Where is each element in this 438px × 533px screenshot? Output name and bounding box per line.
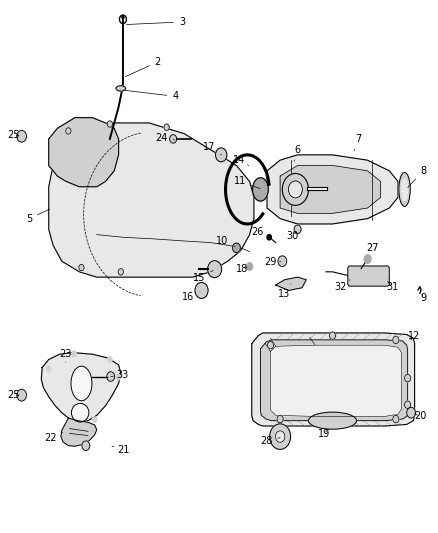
Circle shape	[107, 372, 115, 381]
Text: 9: 9	[420, 293, 427, 303]
Ellipse shape	[71, 403, 89, 422]
Circle shape	[283, 173, 308, 205]
Circle shape	[117, 374, 121, 379]
Text: 3: 3	[127, 17, 185, 27]
Circle shape	[329, 332, 336, 340]
Ellipse shape	[308, 412, 357, 429]
Circle shape	[233, 243, 240, 253]
Circle shape	[92, 417, 97, 422]
Circle shape	[208, 261, 222, 278]
Polygon shape	[267, 155, 398, 224]
Polygon shape	[280, 165, 381, 213]
Ellipse shape	[253, 177, 268, 201]
Text: 10: 10	[216, 236, 235, 247]
Circle shape	[288, 181, 302, 198]
Circle shape	[268, 342, 274, 349]
Text: 25: 25	[7, 390, 20, 400]
Polygon shape	[49, 118, 119, 187]
Circle shape	[107, 121, 113, 127]
Circle shape	[170, 135, 177, 143]
Text: 8: 8	[408, 166, 427, 188]
Circle shape	[405, 374, 411, 382]
Circle shape	[277, 415, 283, 423]
Polygon shape	[271, 345, 402, 416]
Polygon shape	[261, 340, 408, 421]
FancyBboxPatch shape	[348, 266, 389, 286]
Circle shape	[122, 16, 124, 19]
Circle shape	[393, 415, 399, 423]
Circle shape	[72, 351, 76, 357]
Circle shape	[195, 282, 208, 298]
Text: 19: 19	[318, 429, 330, 439]
Circle shape	[405, 401, 411, 408]
Polygon shape	[276, 277, 306, 290]
Text: 30: 30	[286, 231, 298, 241]
Circle shape	[276, 431, 285, 442]
Circle shape	[17, 131, 26, 142]
Polygon shape	[49, 123, 254, 277]
Circle shape	[407, 407, 416, 418]
Text: 27: 27	[367, 243, 379, 253]
Ellipse shape	[402, 179, 407, 200]
Text: 4: 4	[125, 90, 178, 101]
Polygon shape	[41, 353, 121, 422]
Circle shape	[215, 148, 227, 162]
Circle shape	[247, 263, 253, 270]
Text: 26: 26	[251, 227, 271, 237]
Text: 22: 22	[45, 432, 63, 443]
Text: 7: 7	[354, 134, 362, 151]
Circle shape	[294, 225, 301, 233]
Polygon shape	[252, 333, 415, 426]
Text: 32: 32	[334, 280, 350, 292]
Circle shape	[164, 124, 169, 131]
Circle shape	[108, 357, 112, 362]
Text: 31: 31	[387, 282, 399, 292]
Text: 29: 29	[264, 257, 281, 267]
Circle shape	[46, 366, 51, 371]
Circle shape	[79, 264, 84, 271]
Circle shape	[66, 128, 71, 134]
Text: 20: 20	[414, 411, 427, 422]
Text: 5: 5	[26, 209, 49, 224]
Polygon shape	[61, 418, 97, 446]
Circle shape	[393, 336, 399, 344]
Circle shape	[364, 255, 371, 263]
Ellipse shape	[399, 172, 410, 206]
Circle shape	[17, 389, 26, 401]
Circle shape	[270, 424, 290, 449]
Text: 12: 12	[408, 330, 421, 341]
Circle shape	[118, 269, 124, 275]
Text: 18: 18	[236, 264, 248, 273]
Ellipse shape	[116, 86, 126, 91]
Text: 6: 6	[294, 144, 300, 161]
Circle shape	[267, 235, 272, 240]
Text: 15: 15	[193, 271, 213, 283]
Text: 13: 13	[279, 284, 291, 299]
Text: 25: 25	[7, 130, 20, 140]
Circle shape	[278, 256, 287, 266]
Text: 11: 11	[234, 176, 260, 189]
Text: 24: 24	[155, 133, 174, 143]
Circle shape	[82, 441, 90, 450]
Ellipse shape	[71, 366, 92, 401]
Text: 28: 28	[260, 436, 280, 446]
Text: 23: 23	[59, 349, 71, 362]
Text: 16: 16	[182, 292, 200, 302]
Text: 21: 21	[112, 445, 129, 455]
Text: 17: 17	[203, 142, 222, 155]
Text: 2: 2	[125, 57, 161, 77]
Text: 33: 33	[111, 370, 128, 381]
Text: 14: 14	[233, 155, 249, 165]
